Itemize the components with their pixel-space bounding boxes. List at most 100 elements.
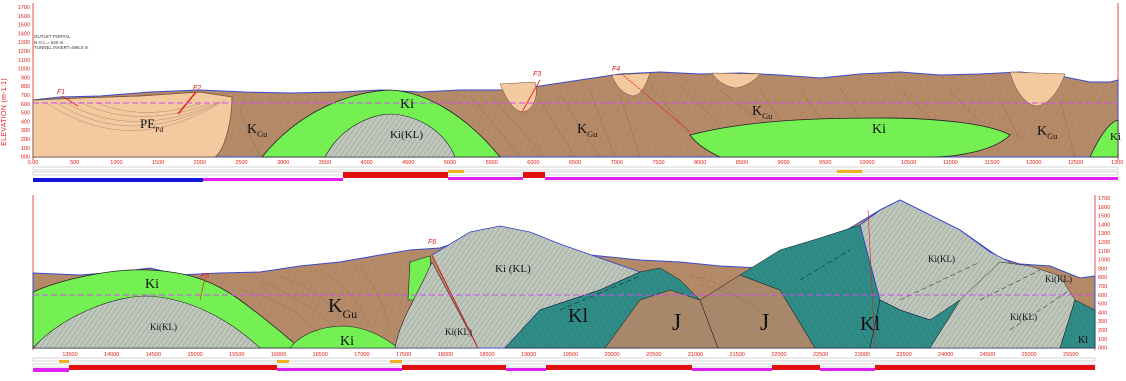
kikl-wedge-center [394,261,479,349]
bottom-y-tick: 1200 [1098,240,1110,246]
top-x-tick: 5500 [486,160,498,166]
unit-label-kgu-4: KGu [1037,124,1058,141]
top-x-tick: 1000 [110,160,122,166]
top-y-tick: 500 [21,111,30,117]
unit-label-ki-kl-3: Ki(KL) [445,327,472,337]
pe-pocket-3 [711,72,761,89]
bottom-x-tick: 22000 [771,352,786,358]
top-y-tick: 700 [21,93,30,99]
bottom-x-tick: 21000 [688,352,703,358]
pe-pocket-4 [1009,71,1066,107]
unit-label-ki-kl-6: Ki(KL) [1045,274,1072,284]
top-x-tick: 7000 [611,160,623,166]
bottom-x-tick: 19500 [563,352,578,358]
unit-label-kgu-2: KGu [577,122,598,139]
unit-label-text: Ki(KL) [150,322,177,332]
unit-label-kl-2: Kl [860,313,880,335]
top-x-tick: 9000 [777,160,789,166]
unit-label-text: J [672,310,681,336]
unit-label-text: K [247,122,257,137]
bottom-y-axis: 1700 1600 1500 1400 1300 1200 1100 1000 900 800 70… [1098,196,1110,352]
top-y-tick: 1600 [18,14,30,20]
unit-label-text: K [328,295,343,317]
top-y-tick: 300 [21,128,30,134]
top-x-tick: 3500 [319,160,331,166]
top-y-tick: 1300 [18,40,30,46]
top-x-tick: 500 [70,160,79,166]
top-x-tick: 6000 [527,160,539,166]
top-x-tick: 4500 [402,160,414,166]
bottom-y-tick: 1300 [1098,231,1110,237]
top-x-tick: 1500 [152,160,164,166]
bottom-y-tick: 000 [1098,346,1107,352]
unit-label-kgu-3: KGu [752,104,773,121]
unit-label-j-1: J [672,310,681,336]
unit-label-kgu-1: KGu [247,122,268,139]
top-x-tick: 6500 [569,160,581,166]
unit-label-kl-1: Kl [568,305,588,327]
top-y-tick: 1100 [18,58,30,64]
bottom-x-tick: 16000 [271,352,286,358]
bottom-y-tick: 1100 [1098,249,1110,255]
kikl-core-top [324,113,456,158]
unit-label-ki-3: Ki [1110,131,1121,143]
unit-label-text: Ki (KL) [495,263,531,275]
top-x-tick: 11500 [985,160,1000,166]
unit-label-ki-5: Ki [340,334,354,349]
bottom-y-tick: 200 [1098,328,1107,334]
unit-label-j-2: J [760,310,769,336]
bottom-x-tick: 25000 [1021,352,1036,358]
bottom-x-tick: 22500 [813,352,828,358]
unit-label-text: Ki [1110,131,1121,143]
top-y-tick: 200 [21,137,30,143]
bottom-y-tick: 1700 [1098,196,1110,202]
unit-label-text: K [1037,124,1047,139]
fault-f3 [521,79,541,113]
unit-label-text: J [760,310,769,336]
fault-f7 [867,209,876,349]
bottom-x-tick: 16500 [313,352,328,358]
bottom-x-tick: 24000 [938,352,953,358]
unit-label-subscript: Gu [762,112,773,121]
bottom-x-tick: 23000 [855,352,870,358]
fault-label: F1 [57,89,65,96]
bottom-x-tick: 18500 [479,352,494,358]
kl-far-right [1059,299,1096,349]
unit-label-text: Kl [860,313,880,335]
unit-label-subscript: Gu [342,307,357,321]
bottom-y-tick: 1500 [1098,214,1110,220]
bottom-x-tick: 17500 [396,352,411,358]
top-x-tick: 12500 [1068,160,1083,166]
bottom-y-tick: 600 [1098,293,1107,299]
bottom-y-tick: 400 [1098,310,1107,316]
unit-label-kgu-5: KGu [328,295,357,321]
bottom-x-tick: 21500 [730,352,745,358]
unit-label-text: Ki [340,334,354,349]
fault-label: F5 [201,273,209,280]
fault-label: F6 [428,239,436,246]
bottom-x-tick: 17000 [354,352,369,358]
top-y-tick: 1400 [18,31,30,37]
top-y-tick: 900 [21,75,30,81]
top-x-tick: 2500 [235,160,247,166]
unit-label-text: Ki(KL) [928,254,955,264]
elevation-axis-title: ELEVATION (m-1:1) [1,78,8,146]
unit-label-ki-kl-2: Ki(KL) [150,322,177,332]
bottom-y-tick: 100 [1098,337,1107,343]
unit-label-text: K [752,104,762,119]
bottom-x-tick: 20000 [604,352,619,358]
top-x-tick: 10000 [859,160,874,166]
top-x-axis: 0.00 500 1000 1500 2000 2500 3000 3500 4000 4500 5… [28,160,1124,166]
pe-pd-unit [32,91,233,158]
bottom-legend-bars [32,357,1096,372]
top-y-tick: 600 [21,102,30,108]
unit-label-ki-kl-7: Ki(KL) [1010,312,1037,322]
kl-right-lower [869,299,961,349]
unit-label-ki-1: Ki [400,97,414,112]
unit-label-text: Kl [568,305,588,327]
top-y-tick: 400 [21,119,30,125]
unit-label-ki-kl-1: Ki(KL) [390,129,423,141]
ki-lens-top [689,117,1011,158]
unit-label-ki-4: Ki [145,277,159,292]
